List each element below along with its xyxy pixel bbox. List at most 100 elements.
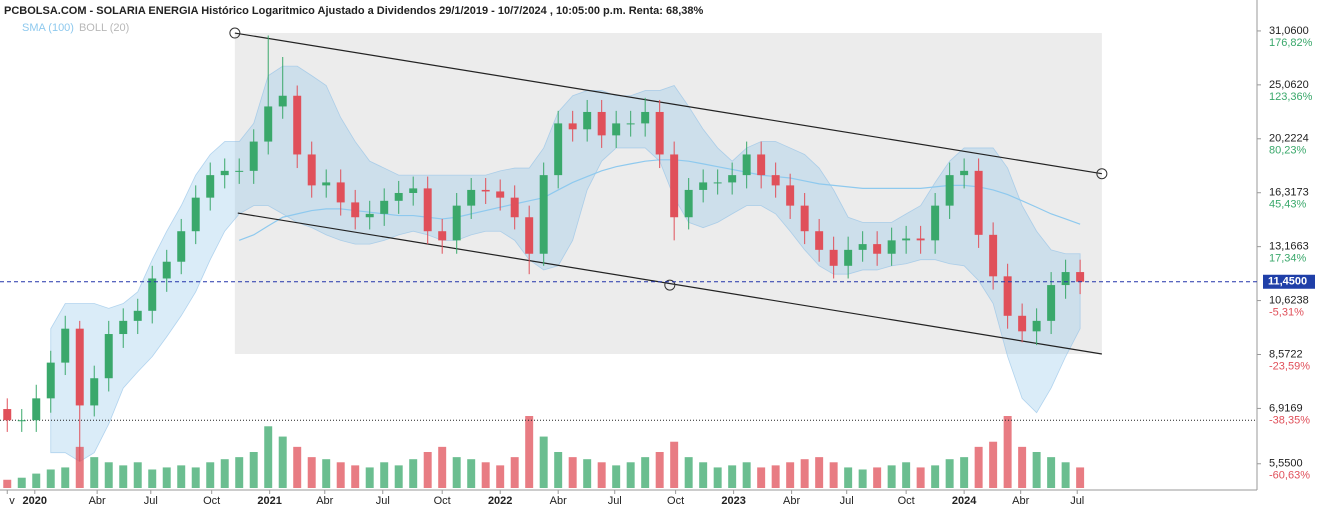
volume-bar <box>583 459 592 488</box>
volume-bar <box>829 462 838 488</box>
volume-bar <box>409 459 418 488</box>
candle-body <box>989 234 998 277</box>
volume-bar <box>1003 416 1012 488</box>
main-layer: SMA (100) BOLL (20) 31,0600176,82%25,06201… <box>0 22 1315 507</box>
volume-bar <box>815 457 824 488</box>
y-tick-label: 13,1663 <box>1269 241 1309 253</box>
channel-handle <box>229 27 241 39</box>
candle-body <box>336 182 345 203</box>
candle-body <box>423 188 432 232</box>
candle-body <box>1018 315 1027 332</box>
volume-bar <box>539 436 548 488</box>
candle-body <box>902 238 911 241</box>
volume-bar <box>858 469 867 488</box>
volume-bar <box>119 465 128 488</box>
volume-bar <box>481 462 490 488</box>
y-tick-change: 176,82% <box>1269 37 1313 49</box>
volume-bar <box>989 441 998 488</box>
candle-body <box>90 378 99 406</box>
candle-body <box>293 95 302 155</box>
y-tick-change: -60,63% <box>1269 470 1310 482</box>
volume-bar <box>916 467 925 488</box>
volume-bar <box>757 467 766 488</box>
x-tick-label: 2023 <box>721 495 745 507</box>
volume-bar <box>699 462 708 488</box>
volume-bar <box>873 467 882 488</box>
y-tick-change: -23,59% <box>1269 360 1310 372</box>
volume-bar <box>162 467 171 488</box>
volume-bar <box>177 465 186 488</box>
candle-body <box>539 175 548 254</box>
candle-body <box>177 231 186 262</box>
candle-body <box>148 278 157 311</box>
volume-bar <box>844 467 853 488</box>
candle-body <box>75 328 84 406</box>
volume-bar <box>206 462 215 488</box>
candle-body <box>713 182 722 184</box>
candle-body <box>945 175 954 206</box>
candle-body <box>960 170 969 176</box>
candle-body <box>235 170 244 172</box>
chart-title: PCBOLSA.COM - SOLARIA ENERGIA Histórico … <box>4 5 704 17</box>
y-tick-change: -38,35% <box>1269 414 1310 426</box>
candle-body <box>452 205 461 241</box>
volume-bar <box>467 459 476 488</box>
x-tick-label: Oct <box>434 495 451 507</box>
volume-bar <box>786 462 795 488</box>
x-tick-label: Jul <box>840 495 854 507</box>
candle-body <box>17 420 26 422</box>
volume-bar <box>568 457 577 488</box>
channel-line <box>237 212 1102 355</box>
candle-body <box>162 261 171 279</box>
candle-body <box>322 182 331 186</box>
candle-body <box>858 244 867 250</box>
channel-handle <box>1096 168 1108 180</box>
candle-body <box>1003 276 1012 316</box>
candle-body <box>626 123 635 125</box>
volume-bar <box>293 446 302 488</box>
volume-bar <box>220 459 229 488</box>
x-tick-label: Abr <box>783 495 800 507</box>
x-tick-label: Jul <box>376 495 390 507</box>
candle-body <box>32 398 41 421</box>
candle-body <box>554 123 563 176</box>
channel-line <box>234 32 1102 175</box>
y-tick-label: 6,9169 <box>1269 402 1303 414</box>
volume-bar <box>1047 457 1056 488</box>
y-tick-change: 123,36% <box>1269 91 1313 103</box>
volume-bar <box>742 462 751 488</box>
candle-body <box>307 154 316 186</box>
candle-body <box>380 200 389 214</box>
candle-body <box>974 170 983 235</box>
volume-bar <box>32 473 41 488</box>
volume-bar <box>104 462 113 488</box>
candle-body <box>757 154 766 176</box>
y-tick-label: 20,2224 <box>1269 133 1309 145</box>
candle-body <box>3 409 12 421</box>
y-tick-change: 17,34% <box>1269 253 1307 265</box>
volume-bar <box>17 477 26 488</box>
candle-body <box>583 111 592 130</box>
volume-bar <box>75 446 84 488</box>
candle-body <box>481 189 490 192</box>
x-tick-label: Abr <box>89 495 106 507</box>
candle-body <box>510 197 519 218</box>
candle-body <box>467 189 476 206</box>
candle-body <box>191 197 200 232</box>
volume-bar <box>960 457 969 488</box>
candle-body <box>568 123 577 130</box>
legend-entry: SMA (100) <box>22 22 74 34</box>
volume-bar <box>423 452 432 488</box>
volume-bar <box>771 465 780 488</box>
x-tick-label: Abr <box>550 495 567 507</box>
candle-body <box>104 334 113 379</box>
candle-body <box>887 240 896 254</box>
volume-bar <box>365 467 374 488</box>
candle-body <box>699 182 708 190</box>
candle-body <box>365 213 374 218</box>
y-tick-change: 80,23% <box>1269 145 1307 157</box>
volume-bar <box>394 465 403 488</box>
x-tick-label: Jul <box>608 495 622 507</box>
y-tick-label: 5,5500 <box>1269 458 1303 470</box>
